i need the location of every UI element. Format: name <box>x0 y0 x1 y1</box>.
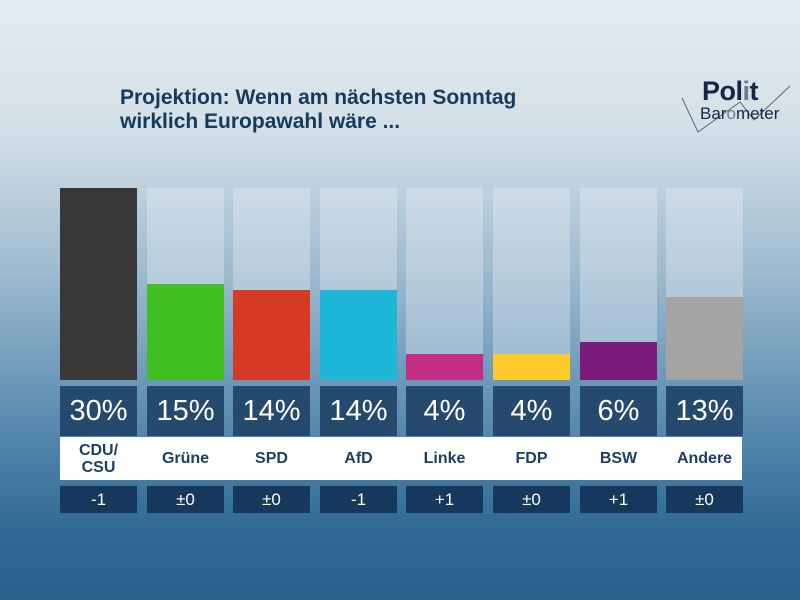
chart-title: Projektion: Wenn am nächsten Sonntag wir… <box>120 86 517 133</box>
change-label: +1 <box>406 486 483 513</box>
value-label: 13% <box>666 386 743 436</box>
value-label: 4% <box>493 386 570 436</box>
bar-0 <box>60 188 137 380</box>
politbarometer-logo: Polit Barometer <box>680 76 800 136</box>
change-label: ±0 <box>493 486 570 513</box>
category-label: Andere <box>676 450 733 467</box>
change-label: -1 <box>60 486 137 513</box>
value-label: 14% <box>233 386 310 436</box>
bar-7 <box>666 296 743 380</box>
value-label: 4% <box>406 386 483 436</box>
change-label: ±0 <box>147 486 224 513</box>
bar-4 <box>406 354 483 380</box>
bar-track <box>493 188 570 380</box>
value-label: 30% <box>60 386 137 436</box>
label-band <box>60 437 742 480</box>
value-label: 15% <box>147 386 224 436</box>
bar-3 <box>320 290 397 380</box>
category-label: Linke <box>423 450 466 467</box>
value-label: 6% <box>580 386 657 436</box>
category-label: FDP <box>515 450 548 467</box>
category-label: AfD <box>344 450 373 467</box>
category-label: SPD <box>255 450 288 467</box>
change-label: +1 <box>580 486 657 513</box>
checkmark-logo-icon <box>681 85 791 133</box>
value-label: 14% <box>320 386 397 436</box>
change-label: -1 <box>320 486 397 513</box>
bar-6 <box>580 341 657 380</box>
bar-1 <box>147 284 224 380</box>
category-label: CDU/ CSU <box>78 441 119 476</box>
bar-track <box>406 188 483 380</box>
change-label: ±0 <box>666 486 743 513</box>
category-label: BSW <box>599 450 638 467</box>
bar-2 <box>233 290 310 380</box>
change-label: ±0 <box>233 486 310 513</box>
category-label: Grüne <box>161 450 210 467</box>
bar-5 <box>493 354 570 380</box>
